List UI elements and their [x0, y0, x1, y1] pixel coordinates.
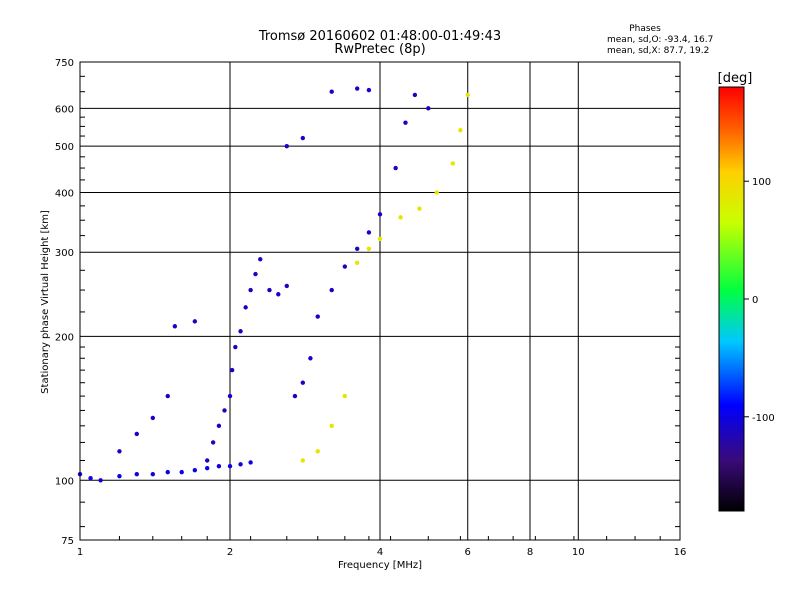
data-point — [192, 467, 198, 473]
data-point — [329, 423, 334, 429]
y-tick-label: 300 — [55, 248, 74, 259]
y-tick-label: 400 — [55, 188, 74, 199]
data-point — [354, 86, 360, 91]
colorbar-ticks: 100 0 -100 — [744, 177, 775, 424]
data-point — [165, 393, 170, 399]
x-tick-label: 8 — [527, 547, 533, 558]
data-point — [150, 415, 156, 421]
data-point — [88, 476, 93, 481]
data-point — [192, 319, 198, 324]
data-point — [284, 143, 289, 149]
colorbar-tick-label: 100 — [752, 177, 771, 188]
plot-frame — [79, 61, 681, 541]
data-point — [315, 314, 320, 319]
data-point — [117, 449, 122, 454]
data-point — [222, 408, 227, 413]
data-point — [238, 329, 243, 334]
grid-layer — [80, 62, 680, 540]
data-point — [179, 469, 184, 475]
colorbar — [718, 86, 745, 512]
data-point — [300, 380, 306, 385]
data-point — [243, 305, 248, 310]
data-point — [342, 393, 348, 399]
data-point — [458, 127, 463, 133]
x-tick-label: 10 — [572, 547, 585, 558]
data-point — [434, 190, 439, 195]
y-tick-label: 500 — [55, 142, 74, 153]
data-point — [134, 431, 139, 437]
data-point — [276, 292, 281, 297]
x-axis-label: Frequency [MHz] — [338, 560, 422, 571]
data-point — [377, 236, 383, 242]
data-point — [366, 230, 372, 235]
y-tick-label: 100 — [55, 476, 74, 487]
data-point — [366, 246, 372, 251]
x-tick-label: 2 — [227, 547, 233, 558]
data-point — [227, 464, 233, 469]
data-point — [216, 464, 222, 469]
data-point — [233, 344, 238, 350]
data-point — [403, 120, 408, 125]
data-point — [315, 449, 320, 454]
y-tick-label: 600 — [55, 104, 74, 115]
data-point — [329, 89, 334, 94]
data-point — [377, 212, 383, 217]
data-point — [366, 87, 372, 93]
data-point — [308, 356, 313, 361]
colorbar-tick-label: -100 — [752, 413, 775, 424]
y-tick-label: 750 — [55, 58, 74, 69]
data-point — [354, 246, 360, 251]
y-tick-label: 75 — [61, 536, 74, 547]
data-point — [300, 135, 306, 141]
data-point — [342, 264, 348, 269]
data-point — [292, 393, 298, 399]
x-tick-label: 4 — [377, 547, 383, 558]
data-point — [417, 206, 422, 211]
phase-line-o: mean, sd,O: -93.4, 16.7 — [607, 35, 713, 45]
phase-line-x: mean, sd,X: 87.7, 19.2 — [607, 46, 709, 56]
data-point — [204, 465, 210, 471]
data-point — [450, 161, 456, 166]
data-point — [117, 473, 122, 479]
data-point — [412, 92, 418, 98]
data-point — [172, 324, 178, 329]
colorbar-tick-label: 0 — [752, 295, 758, 306]
phase-header: Phases — [629, 24, 661, 34]
y-axis-label: Stationary phase Virtual Height [km] — [40, 210, 51, 394]
data-point — [216, 423, 222, 429]
data-point — [258, 257, 263, 262]
data-point — [227, 393, 233, 399]
x-tick-label: 1 — [77, 547, 83, 558]
data-point — [210, 440, 216, 445]
data-point — [248, 287, 253, 293]
data-point — [329, 287, 334, 293]
chart-title: Tromsø 20160602 01:48:00-01:49:43 — [258, 29, 501, 44]
data-point — [426, 106, 431, 111]
data-point — [150, 471, 156, 477]
data-point — [165, 469, 170, 475]
data-point — [354, 260, 360, 266]
y-tick-label: 200 — [55, 332, 74, 343]
data-point — [248, 460, 253, 465]
data-point — [98, 478, 103, 483]
data-point — [267, 287, 272, 293]
x-tick-label: 16 — [674, 547, 687, 558]
ticks-layer: 1 2 4 6 8 10 16 75 100 200 300 400 500 600 750 — [55, 58, 686, 558]
chart-subtitle: RwPretec (8p) — [334, 42, 425, 57]
data-point — [204, 458, 210, 463]
data-point — [229, 367, 235, 373]
data-point — [300, 458, 306, 463]
data-point — [398, 215, 403, 220]
data-point — [393, 165, 398, 171]
data-point — [253, 271, 258, 277]
x-tick-label: 6 — [465, 547, 471, 558]
data-point — [238, 462, 243, 467]
colorbar-label: [deg] — [718, 71, 753, 86]
data-points-layer — [77, 86, 470, 483]
data-point — [134, 471, 139, 477]
data-point — [284, 283, 289, 289]
data-point — [465, 92, 470, 98]
